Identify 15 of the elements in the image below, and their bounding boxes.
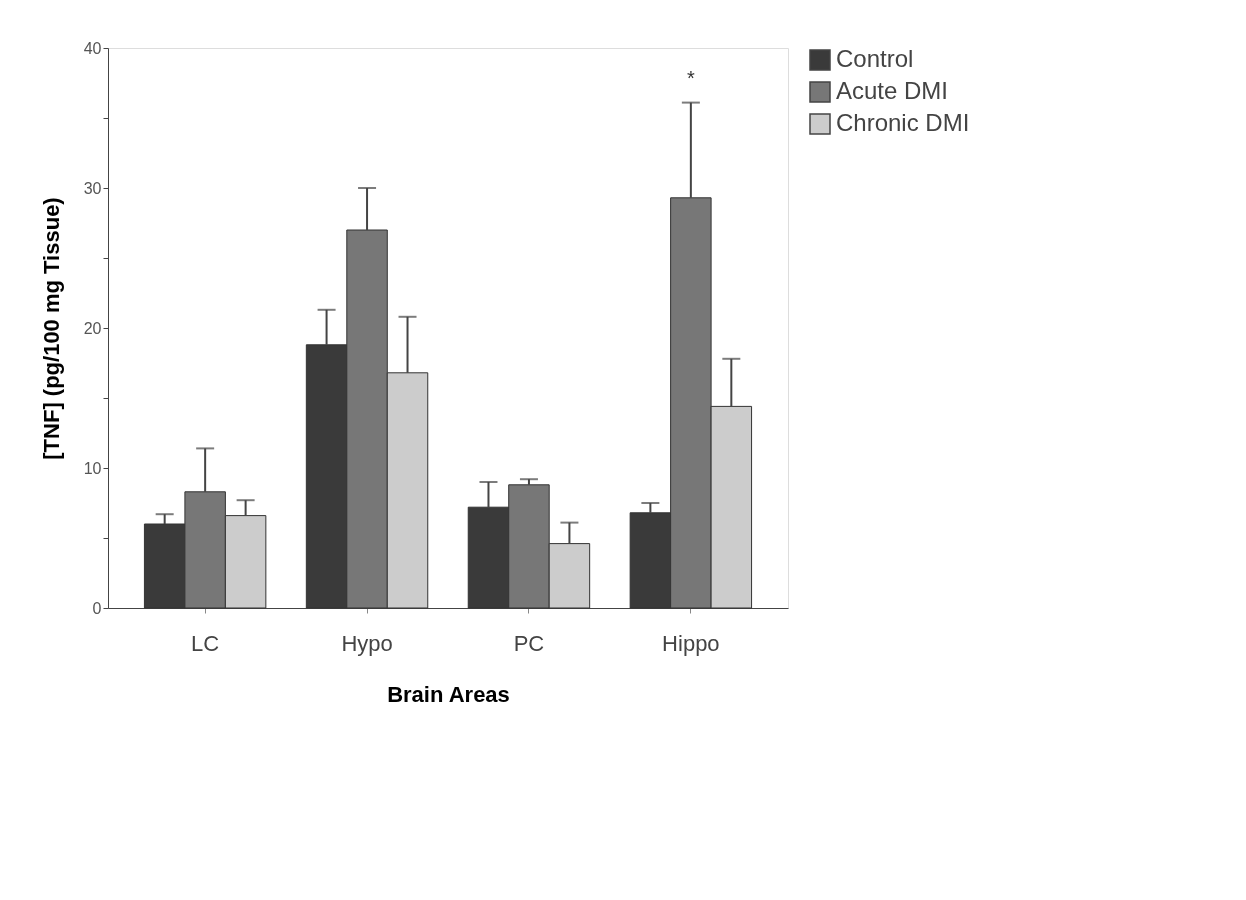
y-axis-title: [TNF] (pg/100 mg Tissue): [38, 197, 64, 460]
y-tick-label: 10: [83, 459, 102, 477]
y-tick-label: 0: [92, 599, 102, 617]
legend-label: Acute DMI: [836, 77, 949, 104]
x-axis-title: Brain Areas: [387, 681, 510, 707]
legend-label: Chronic DMI: [836, 109, 970, 136]
x-tick-label: Hypo: [341, 630, 393, 656]
x-tick-label: Hippo: [662, 630, 720, 656]
y-tick-label: 40: [83, 39, 102, 57]
x-tick-label: PC: [513, 630, 545, 656]
annotation: *: [686, 66, 695, 89]
y-tick-label: 20: [83, 319, 102, 337]
y-tick-label: 30: [83, 179, 102, 197]
legend-label: Control: [836, 45, 914, 72]
x-tick-label: LC: [191, 630, 220, 656]
